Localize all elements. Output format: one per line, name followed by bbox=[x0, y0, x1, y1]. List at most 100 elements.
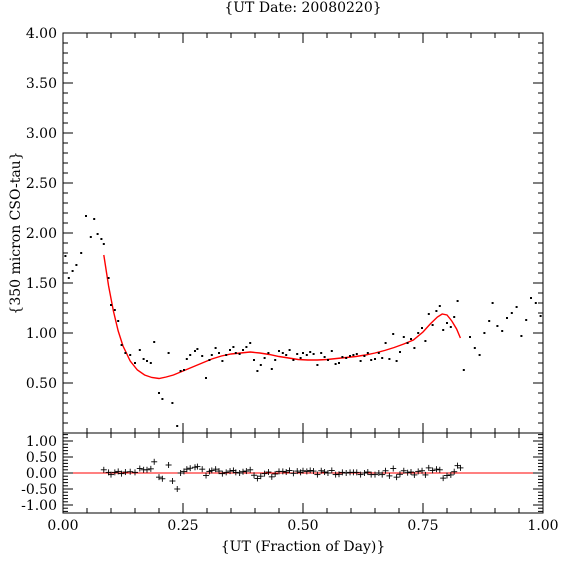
data-point bbox=[491, 302, 494, 304]
y-axis-label: {350 micron CSO-tau} bbox=[8, 151, 24, 314]
bottom-panel-ticks bbox=[62, 433, 544, 513]
residual-point bbox=[268, 473, 275, 480]
data-point bbox=[421, 327, 423, 329]
data-point bbox=[234, 352, 237, 354]
data-point bbox=[253, 359, 255, 361]
data-point bbox=[413, 347, 416, 349]
residual-points bbox=[100, 458, 464, 492]
residual-point bbox=[343, 470, 350, 476]
chart-title: {UT Date: 20080220} bbox=[224, 0, 381, 16]
x-tick-label: 1.00 bbox=[527, 518, 558, 534]
residual-point bbox=[419, 467, 426, 474]
residual-point bbox=[408, 469, 414, 476]
residual-point bbox=[199, 466, 206, 473]
data-point bbox=[110, 304, 112, 306]
y-tick-label: 3.00 bbox=[26, 126, 57, 142]
data-point bbox=[510, 312, 513, 314]
data-point bbox=[388, 358, 391, 360]
tau-points bbox=[64, 215, 542, 427]
data-point bbox=[138, 349, 141, 351]
residual-point bbox=[324, 470, 331, 476]
data-point bbox=[80, 252, 83, 254]
residual-point bbox=[353, 469, 360, 476]
residual-point bbox=[223, 469, 230, 476]
data-point bbox=[312, 353, 315, 355]
data-point bbox=[456, 300, 459, 302]
data-point bbox=[370, 359, 373, 361]
residual-point bbox=[429, 467, 436, 474]
y-tick-label: 0.50 bbox=[26, 376, 57, 392]
data-point bbox=[402, 336, 405, 338]
data-point bbox=[320, 352, 323, 354]
data-point bbox=[71, 270, 74, 272]
residual-point bbox=[415, 468, 422, 475]
residual-point bbox=[100, 466, 107, 473]
data-point bbox=[161, 398, 164, 400]
y-tick-label: 1.50 bbox=[26, 276, 57, 292]
data-point bbox=[185, 358, 188, 360]
residual-point bbox=[390, 465, 397, 472]
data-point bbox=[256, 370, 259, 372]
top-panel-frame bbox=[62, 32, 544, 434]
residual-point bbox=[279, 468, 286, 475]
data-point bbox=[113, 309, 116, 311]
data-point bbox=[96, 233, 99, 235]
residual-point bbox=[364, 469, 371, 476]
data-point bbox=[171, 402, 174, 404]
residual-point bbox=[433, 466, 440, 473]
data-point bbox=[374, 358, 376, 360]
data-point bbox=[167, 352, 170, 354]
x-tick-labels: 0.00 0.25 0.50 0.75 1.00 bbox=[47, 518, 558, 534]
y-tick-label: 2.00 bbox=[26, 226, 57, 242]
data-point bbox=[93, 218, 96, 220]
data-point bbox=[345, 357, 348, 359]
data-point bbox=[525, 319, 528, 321]
data-point bbox=[218, 352, 220, 354]
residual-point bbox=[243, 468, 250, 475]
data-point bbox=[377, 352, 380, 354]
data-point bbox=[288, 349, 291, 351]
data-point bbox=[100, 238, 103, 240]
data-point bbox=[515, 306, 518, 308]
data-point bbox=[309, 351, 312, 353]
data-point bbox=[410, 338, 412, 340]
data-point bbox=[214, 347, 217, 349]
data-point bbox=[417, 332, 420, 334]
x-tick-label: 0.75 bbox=[407, 518, 438, 534]
data-point bbox=[158, 392, 160, 394]
data-point bbox=[129, 354, 132, 356]
data-point bbox=[323, 356, 326, 358]
residual-point bbox=[404, 469, 411, 476]
data-point bbox=[285, 354, 288, 356]
residual-point bbox=[283, 469, 290, 476]
data-point bbox=[176, 425, 179, 427]
data-point bbox=[267, 352, 270, 354]
residual-point bbox=[425, 464, 432, 471]
y-tick-label: 1.00 bbox=[26, 326, 57, 342]
data-point bbox=[453, 316, 456, 318]
data-point bbox=[406, 342, 409, 344]
data-point bbox=[534, 302, 537, 304]
data-point bbox=[281, 352, 284, 354]
residual-point bbox=[127, 468, 134, 475]
data-point bbox=[488, 320, 491, 322]
residual-point bbox=[290, 470, 297, 477]
data-point bbox=[381, 357, 384, 359]
y-tick-label: -1.00 bbox=[21, 498, 57, 514]
data-point bbox=[355, 353, 358, 355]
data-point bbox=[539, 315, 542, 317]
data-point bbox=[221, 360, 224, 362]
residual-point bbox=[216, 468, 222, 475]
data-point bbox=[506, 317, 508, 319]
data-point bbox=[64, 255, 67, 257]
residual-point bbox=[194, 463, 201, 470]
residual-point bbox=[151, 458, 158, 465]
data-point bbox=[431, 324, 434, 326]
residual-point bbox=[261, 470, 268, 477]
data-point bbox=[424, 340, 427, 342]
residual-point bbox=[156, 474, 162, 481]
data-point bbox=[120, 344, 123, 346]
data-point bbox=[232, 346, 235, 348]
residual-point bbox=[318, 467, 325, 474]
fit-curve bbox=[103, 254, 462, 380]
